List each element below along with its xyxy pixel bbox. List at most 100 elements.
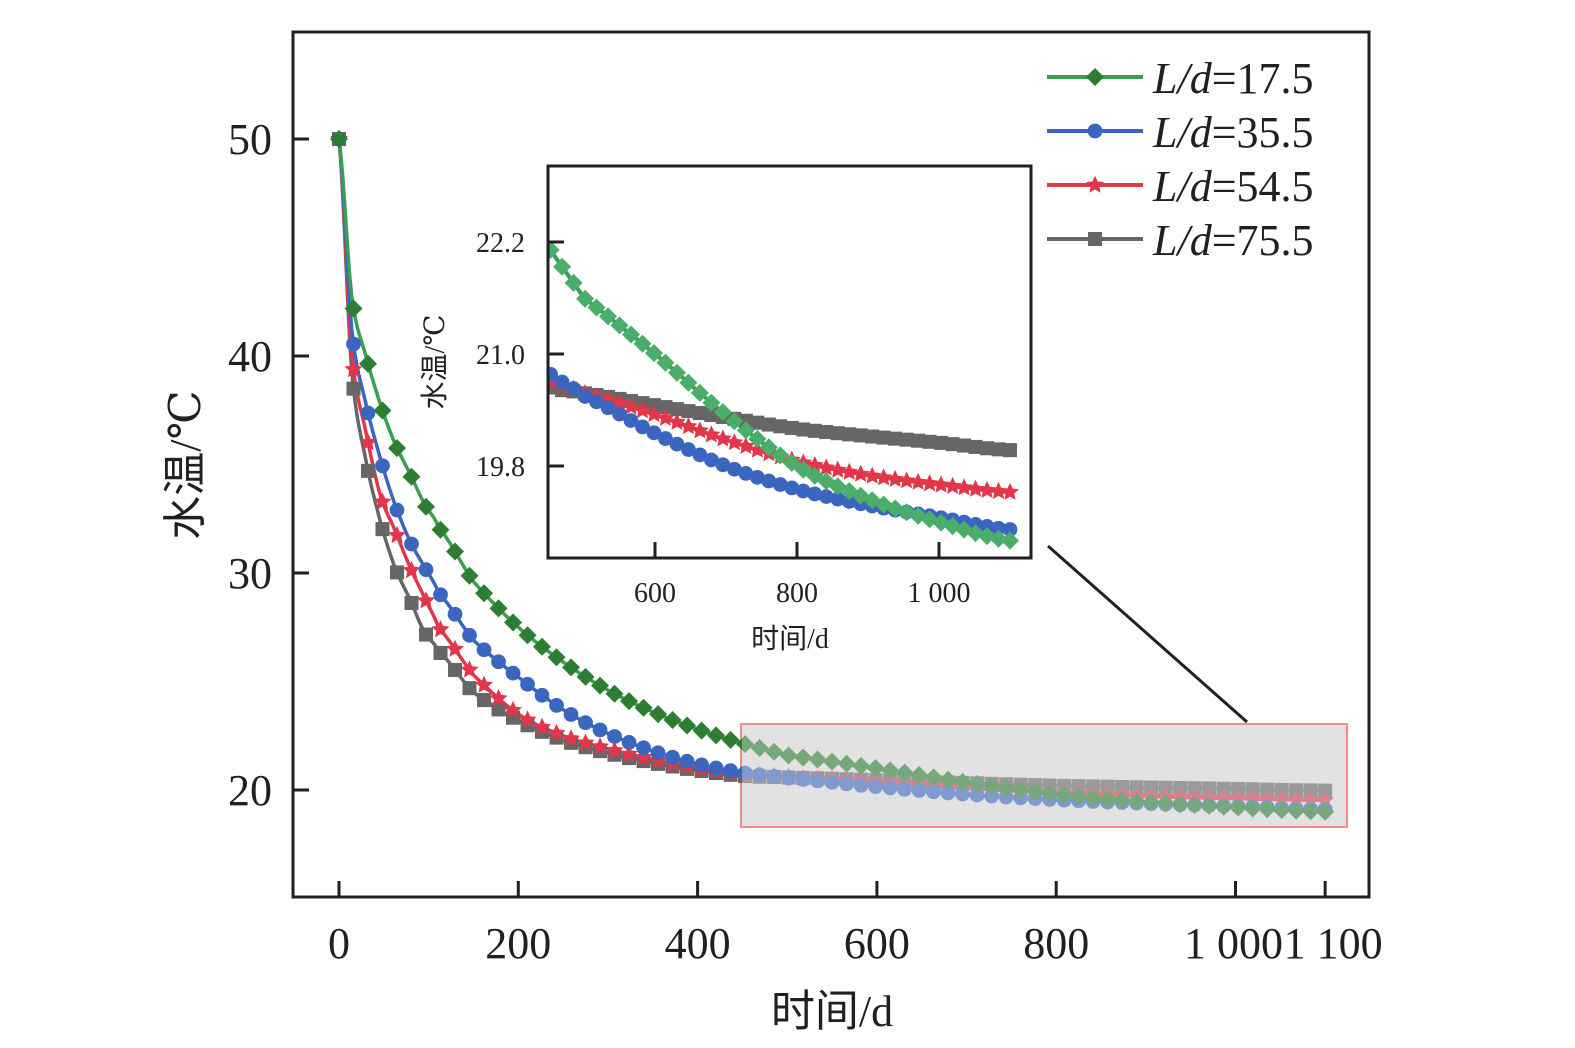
- main-plot-frame: [291, 30, 1371, 899]
- main-data-point: [1040, 784, 1059, 803]
- main-data-point: [460, 660, 479, 678]
- main-data-point: [1156, 794, 1175, 813]
- main-data-point: [982, 777, 1001, 796]
- main-data-point: [344, 299, 363, 318]
- inset-x-ticks: 600 800 1 000: [634, 542, 971, 609]
- inset-data-point: [851, 464, 870, 482]
- main-data-point: [533, 717, 551, 735]
- main-data-point: [389, 565, 405, 580]
- legend-label: L/d=17.5: [1152, 54, 1314, 103]
- main-data-point: [1243, 799, 1262, 818]
- inset-data-point: [658, 400, 673, 415]
- main-data-point: [563, 707, 579, 722]
- main-data-point: [969, 787, 985, 803]
- inset-data-point: [966, 479, 985, 497]
- inset-data-point: [886, 469, 905, 487]
- main-x-tick-label: 1 000: [1184, 919, 1283, 968]
- main-data-point: [346, 381, 361, 396]
- inset-data-point: [911, 433, 926, 448]
- main-data-point: [491, 702, 506, 717]
- main-data-point: [504, 613, 523, 632]
- main-data-point: [1026, 782, 1045, 801]
- main-data-point: [1272, 800, 1291, 819]
- inset-data-point: [667, 412, 686, 430]
- main-data-point: [853, 777, 869, 793]
- inset-data-point: [863, 466, 882, 484]
- inset-data-point: [934, 435, 949, 450]
- inset-data-point: [702, 425, 721, 443]
- inset-data-point: [795, 483, 811, 499]
- inset-data-point: [736, 421, 755, 440]
- main-data-point: [1055, 786, 1074, 805]
- main-highlight-overlay: [742, 725, 1346, 826]
- inset-data-point: [874, 495, 893, 514]
- inset-data-point: [656, 353, 675, 372]
- main-data-point: [1231, 781, 1246, 796]
- inset-data-point: [978, 480, 996, 498]
- main-y-tick-label: 20: [228, 766, 272, 815]
- main-data-point: [663, 711, 682, 730]
- main-y-tick-label: 40: [228, 332, 272, 381]
- main-data-point: [678, 716, 697, 735]
- inset-data-point: [669, 436, 685, 452]
- inset-data-point: [553, 257, 572, 276]
- main-data-point: [605, 684, 624, 703]
- main-data-point: [1229, 798, 1248, 817]
- main-data-point: [475, 675, 493, 693]
- main-data-point: [431, 620, 450, 638]
- inset-data-point: [656, 408, 675, 426]
- inset-data-point: [633, 401, 652, 419]
- main-data-point: [418, 562, 434, 578]
- inset-data-point: [738, 413, 753, 428]
- inset-data-point: [761, 473, 777, 489]
- inset-data-point: [610, 316, 629, 335]
- inset-data-point: [932, 475, 951, 493]
- main-data-point: [446, 542, 465, 561]
- inset-data-point: [669, 402, 684, 417]
- legend-label: L/d=35.5: [1152, 108, 1314, 157]
- inset-data-point: [576, 289, 595, 308]
- inset-data-point: [920, 474, 939, 492]
- main-data-point: [591, 676, 610, 695]
- inset-data-point: [554, 374, 570, 390]
- inset-data-point: [840, 462, 859, 480]
- main-data-point: [562, 658, 581, 677]
- main-data-point: [389, 502, 405, 518]
- inset-data-point: [1002, 443, 1018, 458]
- inset-data-point: [679, 417, 698, 435]
- main-data-point: [1127, 792, 1146, 811]
- main-data-point: [462, 681, 477, 696]
- main-data-point: [1084, 788, 1103, 807]
- main-y-tick-label: 30: [228, 549, 272, 598]
- main-data-point: [1011, 781, 1030, 800]
- main-data-point: [1202, 781, 1217, 796]
- inset-data-point: [909, 472, 928, 490]
- inset-data-point: [612, 406, 627, 422]
- main-data-point: [823, 752, 842, 771]
- inset-data-point: [633, 334, 652, 353]
- main-data-point: [404, 595, 419, 610]
- main-data-point: [1318, 783, 1333, 798]
- main-data-point: [1258, 800, 1277, 819]
- inset-data-point: [772, 477, 788, 492]
- inset-y-tick-label: 21.0: [476, 340, 525, 371]
- inset-data-point: [589, 394, 604, 410]
- inset-data-point: [702, 393, 721, 412]
- inset-data-point: [690, 383, 709, 402]
- main-data-point: [1173, 780, 1188, 796]
- inset-data-point: [549, 380, 558, 395]
- inset-data-point: [667, 363, 686, 382]
- main-data-point: [578, 715, 593, 730]
- main-data-point: [911, 783, 927, 798]
- main-x-tick-label: 200: [485, 919, 551, 968]
- main-data-point: [721, 730, 740, 749]
- inset-data-point: [600, 400, 616, 416]
- legend-label: L/d=75.5: [1152, 216, 1314, 265]
- inset-data-point: [957, 438, 972, 453]
- inset-data-point: [750, 415, 765, 430]
- main-data-point: [417, 591, 435, 609]
- main-data-point: [837, 754, 856, 773]
- inset-data-point: [782, 453, 801, 472]
- main-data-point: [926, 784, 941, 800]
- main-data-point: [402, 467, 421, 486]
